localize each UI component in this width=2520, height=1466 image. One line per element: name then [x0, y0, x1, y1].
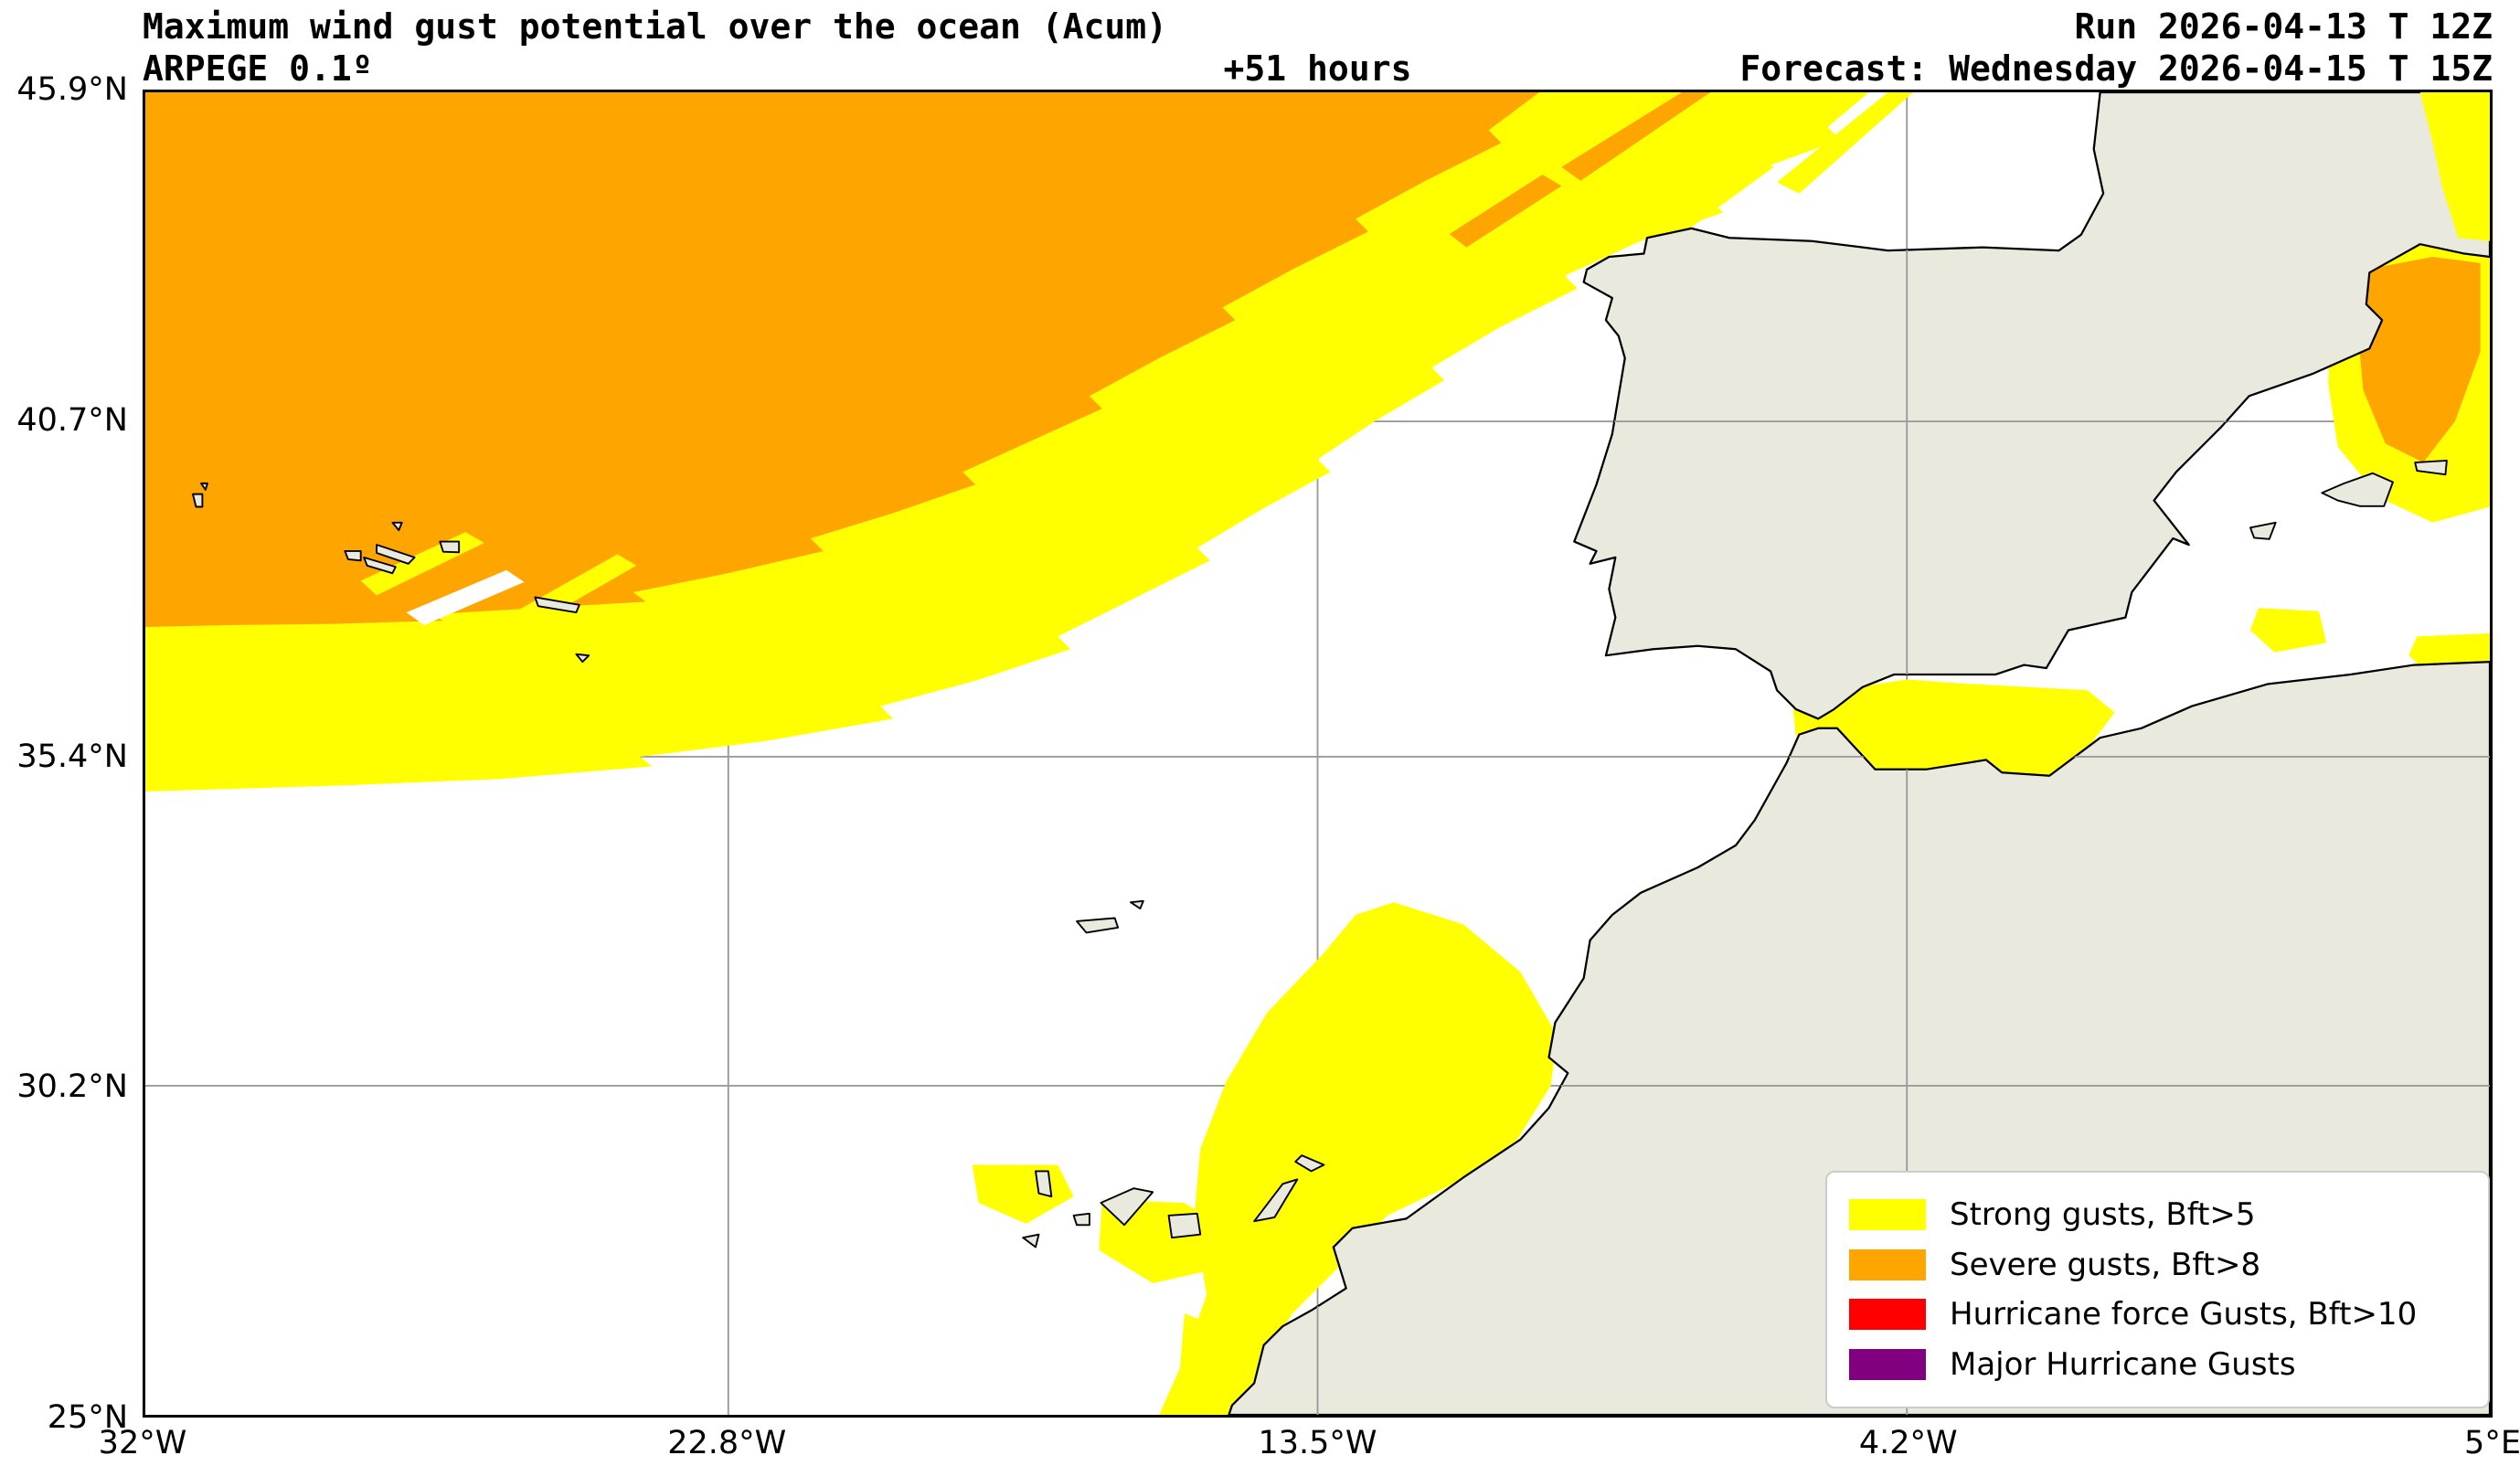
y-tick-30.2°N: 30.2°N [16, 1068, 128, 1106]
island-porto-santo [1130, 899, 1144, 910]
strong-gust-streak-1 [1777, 92, 1914, 194]
y-tick-35.4°N: 35.4°N [16, 738, 128, 775]
island-el-hierro [1022, 1233, 1040, 1248]
legend-item-4: Major Hurricane Gusts [1849, 1347, 2466, 1382]
strong-gust-morocco-coast [1159, 902, 1558, 1415]
strong-gust-alboran-sea [1792, 679, 2115, 792]
island-madeira [1076, 917, 1120, 934]
island-flores [192, 493, 204, 508]
lead-time-label: +51 hours [1223, 48, 1412, 89]
x-tick-13.5°W: 13.5°W [1258, 1425, 1377, 1461]
model-label: ARPEGE 0.1º [143, 48, 373, 89]
legend-label-4: Major Hurricane Gusts [1950, 1346, 2296, 1384]
island-graciosa [391, 521, 403, 532]
legend-label-3: Hurricane force Gusts, Bft>10 [1950, 1296, 2418, 1333]
calm-notch-azores [406, 569, 525, 625]
legend-item-3: Hurricane force Gusts, Bft>10 [1849, 1297, 2466, 1332]
x-tick-32°W: 32°W [98, 1425, 187, 1461]
island-la-gomera [1072, 1212, 1090, 1227]
map-canvas [145, 92, 2490, 1415]
island-gran-canaria [1167, 1212, 1202, 1239]
legend-item-2: Severe gusts, Bft>8 [1849, 1248, 2466, 1282]
x-tick-22.8°W: 22.8°W [667, 1425, 787, 1461]
legend-swatch-3 [1849, 1299, 1926, 1331]
legend-label-2: Severe gusts, Bft>8 [1950, 1246, 2261, 1283]
run-label: Run 2026-04-13 T 12Z [2074, 6, 2493, 47]
legend-swatch-1 [1849, 1198, 1926, 1230]
x-tick-5°E: 5°E [2464, 1425, 2520, 1461]
island-tenerife [1100, 1187, 1154, 1227]
legend-box: Strong gusts, Bft>5 Severe gusts, Bft>8 Hu… [1825, 1171, 2490, 1408]
strong-gust-south-balearic [2249, 608, 2327, 653]
strong-gust-streak-2 [1652, 155, 1774, 241]
island-menorca [2414, 459, 2448, 476]
legend-item-1: Strong gusts, Bft>5 [1849, 1197, 2466, 1232]
island-sao-miguel [534, 596, 580, 614]
island-sao-jorge [376, 544, 416, 565]
strong-gust-canary-south [1177, 1313, 1232, 1409]
island-lanzarote [1294, 1154, 1325, 1173]
island-faial [344, 549, 362, 562]
map-plot-frame [143, 90, 2493, 1418]
strong-gust-streak-5 [706, 636, 825, 687]
severe-gust-gulf-of-lion [2356, 257, 2481, 463]
island-ibiza [2249, 521, 2277, 540]
island-santa-maria [575, 653, 590, 664]
forecast-label: Forecast: Wednesday 2026-04-15 T 15Z [1739, 48, 2493, 89]
x-tick-4.2°W: 4.2°W [1858, 1425, 1958, 1461]
severe-gust-streak-2 [1449, 175, 1562, 248]
strong-gust-rhone-valley [2419, 92, 2490, 241]
legend-label-1: Strong gusts, Bft>5 [1950, 1195, 2256, 1233]
y-tick-45.9°N: 45.9°N [16, 71, 128, 108]
severe-gust-area-atlantic [145, 92, 1540, 628]
island-terceira [439, 540, 461, 554]
y-tick-25°N: 25°N [47, 1399, 128, 1436]
severe-gust-streak-1 [1561, 92, 1711, 181]
island-mallorca [2321, 472, 2394, 507]
page-title: Maximum wind gust potential over the oce… [143, 6, 1168, 47]
gusts-over-land [2419, 92, 2490, 241]
island-fuerteventura [1253, 1178, 1299, 1223]
iberia-and-france [1573, 92, 2490, 720]
legend-swatch-2 [1849, 1248, 1926, 1280]
island-pico [363, 556, 397, 575]
island-corvo [200, 482, 208, 491]
legend-swatch-4 [1849, 1349, 1926, 1381]
islands [192, 459, 2448, 1248]
gust-regions [145, 92, 2490, 1415]
y-tick-40.7°N: 40.7°N [16, 401, 128, 439]
strong-gust-streak-3 [494, 554, 637, 637]
island-la-palma [1035, 1170, 1053, 1198]
